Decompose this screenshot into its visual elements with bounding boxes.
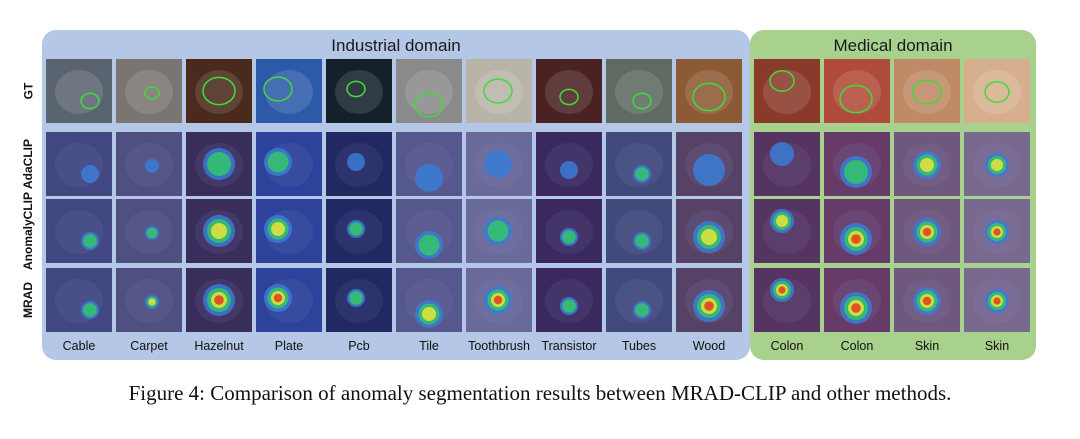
figure-caption: Figure 4: Comparison of anomaly segmenta… xyxy=(128,381,952,405)
result-image-anomalyclip-toothbrush xyxy=(466,199,532,263)
result-image-anomalyclip-tile xyxy=(396,199,462,263)
result-image-anomalyclip-hazelnut xyxy=(186,199,252,263)
column-label-hazelnut: Hazelnut xyxy=(194,339,244,353)
result-image-gt-hazelnut xyxy=(186,59,252,123)
result-image-anomalyclip-skin xyxy=(964,199,1030,263)
result-image-mrad-colon xyxy=(754,268,820,332)
result-image-mrad-plate xyxy=(256,268,322,332)
result-image-adaclip-hazelnut xyxy=(186,132,252,196)
result-image-gt-carpet xyxy=(116,59,182,123)
result-image-mrad-hazelnut xyxy=(186,268,252,332)
result-image-gt-wood xyxy=(676,59,742,123)
result-image-adaclip-colon xyxy=(754,132,820,196)
result-image-adaclip-skin xyxy=(964,132,1030,196)
result-image-mrad-cable xyxy=(46,268,112,332)
row-label-text: AdaCLIP xyxy=(21,138,36,190)
result-image-mrad-tubes xyxy=(606,268,672,332)
result-image-mrad-toothbrush xyxy=(466,268,532,332)
column-label-pcb: Pcb xyxy=(348,339,370,353)
result-image-anomalyclip-plate xyxy=(256,199,322,263)
column-label-colon: Colon xyxy=(840,339,874,353)
result-image-anomalyclip-colon xyxy=(754,199,820,263)
result-image-mrad-skin xyxy=(964,268,1030,332)
result-image-anomalyclip-wood xyxy=(676,199,742,263)
result-image-mrad-colon xyxy=(824,268,890,332)
result-image-anomalyclip-tubes xyxy=(606,199,672,263)
result-image-gt-pcb xyxy=(326,59,392,123)
result-image-mrad-wood xyxy=(676,268,742,332)
result-image-mrad-pcb xyxy=(326,268,392,332)
column-label-tubes: Tubes xyxy=(621,339,657,353)
row-label-adaclip: AdaCLIP xyxy=(10,132,46,196)
result-image-gt-plate xyxy=(256,59,322,123)
result-image-adaclip-skin xyxy=(894,132,960,196)
row-label-anomalyclip: AnomalyCLIP xyxy=(10,192,46,270)
result-image-adaclip-colon xyxy=(824,132,890,196)
result-image-anomalyclip-carpet xyxy=(116,199,182,263)
result-image-gt-tile xyxy=(396,59,462,123)
result-image-mrad-tile xyxy=(396,268,462,332)
row-label-gt: GT xyxy=(10,59,46,123)
result-image-adaclip-wood xyxy=(676,132,742,196)
row-label-text: AnomalyCLIP xyxy=(21,191,36,271)
result-image-anomalyclip-colon xyxy=(824,199,890,263)
result-image-gt-transistor xyxy=(536,59,602,123)
medical-domain-title: Medical domain xyxy=(833,36,953,55)
result-image-gt-skin xyxy=(894,59,960,123)
result-image-gt-colon xyxy=(824,59,890,123)
result-image-gt-cable xyxy=(46,59,112,123)
result-image-anomalyclip-pcb xyxy=(326,199,392,263)
result-image-mrad-transistor xyxy=(536,268,602,332)
column-label-colon: Colon xyxy=(770,339,804,353)
column-label-toothbrush: Toothbrush xyxy=(468,339,530,353)
result-image-adaclip-toothbrush xyxy=(466,132,532,196)
result-image-adaclip-transistor xyxy=(536,132,602,196)
result-image-gt-toothbrush xyxy=(466,59,532,123)
row-label-mrad: MRAD xyxy=(10,268,46,332)
result-image-adaclip-plate xyxy=(256,132,322,196)
result-image-adaclip-tubes xyxy=(606,132,672,196)
column-label-skin: Skin xyxy=(984,339,1010,353)
column-label-wood: Wood xyxy=(692,339,726,353)
result-image-gt-skin xyxy=(964,59,1030,123)
row-label-text: MRAD xyxy=(21,282,35,318)
result-image-adaclip-cable xyxy=(46,132,112,196)
result-image-gt-tubes xyxy=(606,59,672,123)
column-label-plate: Plate xyxy=(274,339,304,353)
result-image-mrad-carpet xyxy=(116,268,182,332)
industrial-domain-title: Industrial domain xyxy=(331,36,461,55)
result-image-mrad-skin xyxy=(894,268,960,332)
result-image-adaclip-tile xyxy=(396,132,462,196)
row-label-text: GT xyxy=(20,82,35,100)
result-image-anomalyclip-skin xyxy=(894,199,960,263)
result-image-adaclip-pcb xyxy=(326,132,392,196)
result-image-gt-colon xyxy=(754,59,820,123)
column-label-carpet: Carpet xyxy=(130,339,168,353)
column-label-transistor: Transistor xyxy=(541,339,597,353)
result-image-adaclip-carpet xyxy=(116,132,182,196)
column-label-tile: Tile xyxy=(419,339,439,353)
column-label-skin: Skin xyxy=(914,339,940,353)
column-label-cable: Cable xyxy=(62,339,96,353)
result-image-anomalyclip-transistor xyxy=(536,199,602,263)
result-image-anomalyclip-cable xyxy=(46,199,112,263)
